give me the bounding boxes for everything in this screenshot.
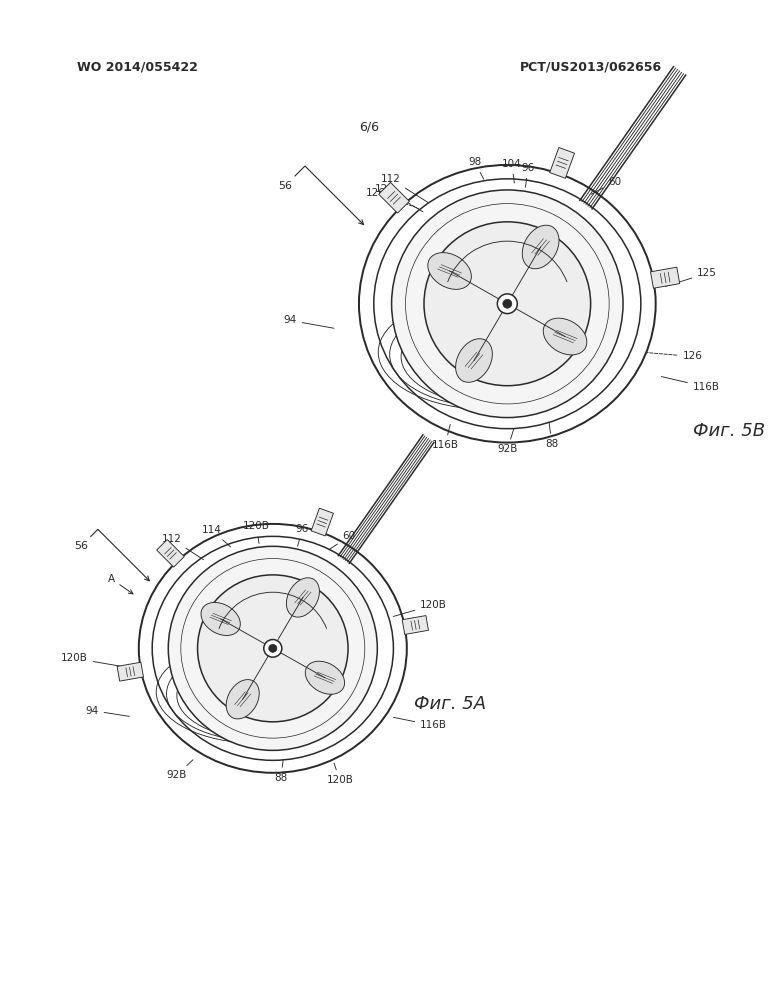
Ellipse shape bbox=[455, 339, 493, 383]
Text: 120B: 120B bbox=[327, 763, 354, 785]
Polygon shape bbox=[550, 148, 574, 178]
Text: 118B: 118B bbox=[524, 324, 550, 334]
Polygon shape bbox=[117, 662, 144, 681]
Text: 116B: 116B bbox=[394, 717, 447, 730]
Text: Фиг. 5B: Фиг. 5B bbox=[692, 423, 765, 441]
Polygon shape bbox=[402, 615, 428, 634]
Text: 92B: 92B bbox=[497, 429, 517, 455]
Text: 6/6: 6/6 bbox=[360, 120, 380, 133]
Ellipse shape bbox=[424, 222, 591, 386]
Text: 96: 96 bbox=[296, 523, 309, 546]
Text: Фиг. 5A: Фиг. 5A bbox=[414, 695, 486, 713]
Ellipse shape bbox=[226, 679, 259, 719]
Text: 118B: 118B bbox=[290, 662, 315, 672]
Text: 118B: 118B bbox=[236, 665, 261, 675]
Ellipse shape bbox=[503, 300, 512, 308]
Text: 94: 94 bbox=[283, 316, 334, 329]
Text: 96: 96 bbox=[521, 163, 535, 187]
Text: A: A bbox=[107, 573, 133, 593]
Text: 126: 126 bbox=[647, 352, 703, 362]
Text: 118B: 118B bbox=[468, 324, 493, 334]
Text: 98: 98 bbox=[468, 157, 484, 179]
Text: 120B: 120B bbox=[394, 599, 447, 616]
Polygon shape bbox=[157, 539, 185, 567]
Text: 104: 104 bbox=[502, 159, 522, 183]
Text: 60: 60 bbox=[329, 531, 356, 549]
Text: 112: 112 bbox=[381, 174, 428, 203]
Ellipse shape bbox=[543, 318, 587, 355]
Text: 56: 56 bbox=[278, 166, 364, 225]
Text: 112: 112 bbox=[162, 533, 204, 559]
Text: 116B: 116B bbox=[662, 377, 720, 392]
Text: 118B: 118B bbox=[263, 678, 288, 688]
Ellipse shape bbox=[391, 190, 623, 418]
Ellipse shape bbox=[497, 294, 517, 314]
Text: 92B: 92B bbox=[166, 759, 193, 780]
Text: 118B: 118B bbox=[498, 341, 523, 351]
Text: 88: 88 bbox=[545, 424, 558, 449]
Text: 114: 114 bbox=[202, 525, 231, 546]
Text: 94: 94 bbox=[86, 705, 130, 716]
Text: 56: 56 bbox=[74, 529, 149, 580]
Text: 60: 60 bbox=[591, 177, 621, 194]
Ellipse shape bbox=[286, 577, 320, 617]
Ellipse shape bbox=[428, 253, 472, 290]
Ellipse shape bbox=[523, 225, 559, 269]
Text: 116B: 116B bbox=[432, 425, 459, 451]
Ellipse shape bbox=[168, 546, 378, 750]
Ellipse shape bbox=[305, 661, 344, 694]
Text: 125: 125 bbox=[374, 184, 423, 212]
Text: 120B: 120B bbox=[243, 521, 270, 543]
Polygon shape bbox=[311, 508, 334, 535]
Text: 126: 126 bbox=[366, 188, 418, 209]
Text: WO 2014/055422: WO 2014/055422 bbox=[76, 61, 198, 74]
Ellipse shape bbox=[269, 644, 277, 652]
Polygon shape bbox=[651, 267, 679, 289]
Polygon shape bbox=[379, 183, 409, 213]
Ellipse shape bbox=[198, 574, 348, 722]
Ellipse shape bbox=[264, 639, 282, 657]
Text: 118B: 118B bbox=[506, 268, 532, 278]
Text: 120B: 120B bbox=[61, 653, 123, 666]
Text: 118B: 118B bbox=[271, 618, 296, 628]
Ellipse shape bbox=[201, 602, 240, 635]
Text: PCT/US2013/062656: PCT/US2013/062656 bbox=[520, 61, 662, 74]
Text: 88: 88 bbox=[274, 760, 287, 783]
Text: 125: 125 bbox=[665, 268, 717, 287]
